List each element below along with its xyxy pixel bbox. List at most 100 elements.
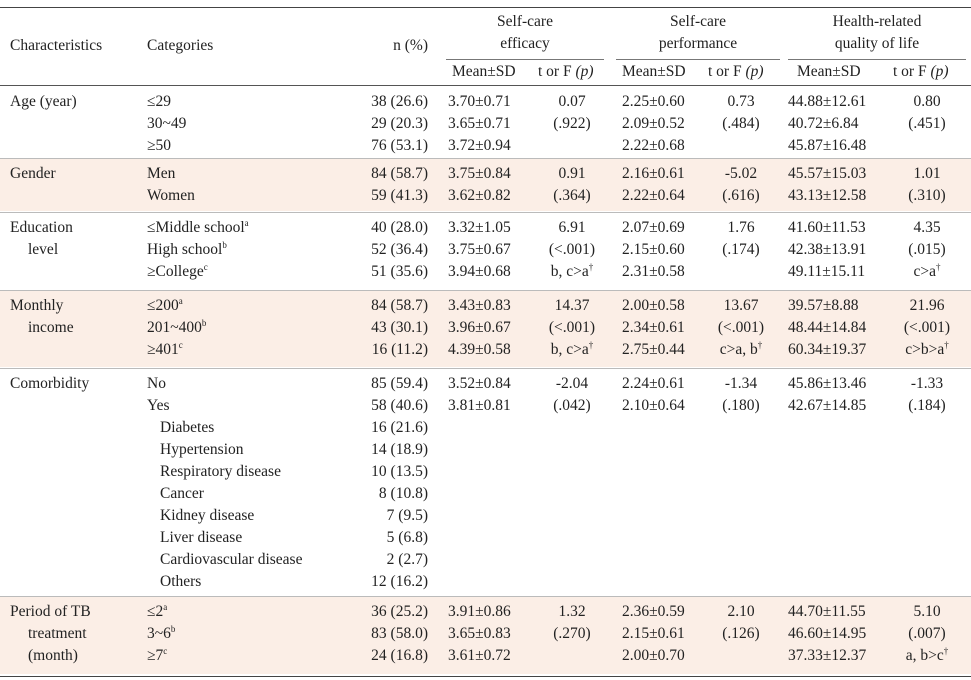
n-cell: 12 (16.2) bbox=[371, 573, 428, 590]
n-cell: 43 (30.1) bbox=[371, 319, 428, 336]
category-text: 30~49 bbox=[147, 115, 187, 132]
t-cell: (.180) bbox=[702, 395, 780, 417]
category-cell: Others bbox=[160, 571, 201, 593]
t-cell-text: (.174) bbox=[722, 241, 760, 258]
table-row: Cancer 8 (10.8) bbox=[0, 483, 971, 505]
t-cell-text: (.484) bbox=[722, 115, 760, 132]
category-cell: 3~6b bbox=[147, 623, 175, 645]
header-t-or-f-1: t or F (p) bbox=[538, 61, 594, 83]
n-cell: 14 (18.9) bbox=[371, 441, 428, 458]
t-cell: (.922) bbox=[536, 113, 608, 135]
category-text: ≤2 bbox=[147, 603, 164, 620]
mean-sd-cell-text: 2.00±0.70 bbox=[622, 647, 685, 664]
mean-sd-cell-text: 2.00±0.58 bbox=[622, 297, 685, 314]
mean-sd-cell: 44.70±11.55 bbox=[788, 601, 866, 623]
mean-sd-cell: 45.57±15.03 bbox=[788, 163, 866, 185]
t-cell: 0.91 bbox=[536, 163, 608, 185]
category-text: Men bbox=[147, 165, 176, 182]
mean-sd-cell: 60.34±19.37 bbox=[788, 339, 866, 361]
n-cell: 58 (40.6) bbox=[371, 397, 428, 414]
section-label: Monthly bbox=[10, 297, 64, 314]
table-row: High schoolb 52 (36.4) 3.75±0.67 (<.001) 2.1… bbox=[0, 239, 971, 261]
mean-sd-cell: 2.34±0.61 bbox=[622, 317, 685, 339]
t-cell-text: (.616) bbox=[722, 187, 760, 204]
mean-sd-cell-text: 45.87±16.48 bbox=[788, 137, 867, 154]
t-cell-text: (.270) bbox=[553, 625, 591, 642]
t-cell: 6.91 bbox=[536, 217, 608, 239]
mean-sd-cell: 39.57±8.88 bbox=[788, 295, 859, 317]
t-cell-text: 14.37 bbox=[554, 297, 590, 314]
category-cell: Kidney disease bbox=[160, 505, 254, 527]
t-cell: -2.04 bbox=[536, 373, 608, 395]
n-cell: 59 (41.3) bbox=[371, 187, 428, 204]
t-cell: (.270) bbox=[536, 623, 608, 645]
mean-sd-cell-text: 3.75±0.84 bbox=[448, 165, 511, 182]
t-cell-text: (.007) bbox=[908, 625, 946, 642]
t-cell: (<.001) bbox=[702, 317, 780, 339]
category-text: Hypertension bbox=[160, 441, 244, 458]
category-text: 3~6 bbox=[147, 625, 171, 642]
t-cell: (.174) bbox=[702, 239, 780, 261]
mean-sd-cell-text: 3.75±0.67 bbox=[448, 241, 511, 258]
header-self-care-efficacy-1: Self-care bbox=[497, 13, 553, 30]
mean-sd-cell: 2.75±0.44 bbox=[622, 339, 685, 361]
mean-sd-cell-text: 48.44±14.84 bbox=[788, 319, 867, 336]
mean-sd-cell: 45.86±13.46 bbox=[788, 373, 866, 395]
mean-sd-cell: 3.52±0.84 bbox=[448, 373, 511, 395]
mean-sd-cell: 45.87±16.48 bbox=[788, 135, 866, 157]
mean-sd-cell: 2.25±0.60 bbox=[622, 91, 685, 113]
t-cell: 1.01 bbox=[885, 163, 969, 185]
header-self-care-performance-1: Self-care bbox=[670, 13, 726, 30]
superscript: b bbox=[170, 623, 176, 634]
category-cell: Yes bbox=[147, 395, 170, 417]
n-cell: 83 (58.0) bbox=[371, 625, 428, 642]
t-cell-text: a, b>c bbox=[905, 647, 944, 664]
mean-sd-cell: 43.13±12.58 bbox=[788, 185, 866, 207]
superscript: a bbox=[244, 217, 249, 228]
category-cell: Women bbox=[147, 185, 195, 207]
table-row: Women 59 (41.3) 3.62±0.82 (.364) 2.22±0.64 (.… bbox=[0, 185, 971, 207]
n-cell: 76 (53.1) bbox=[371, 137, 428, 154]
header-t-or-f-2: t or F (p) bbox=[708, 61, 764, 83]
t-cell: 0.73 bbox=[702, 91, 780, 113]
t-cell: 0.80 bbox=[885, 91, 969, 113]
section-divider bbox=[0, 596, 971, 597]
mean-sd-cell-text: 2.09±0.52 bbox=[622, 115, 685, 132]
mean-sd-cell-text: 2.16±0.61 bbox=[622, 165, 685, 182]
t-cell-text: c>b>a bbox=[905, 341, 945, 358]
section-divider bbox=[0, 368, 971, 369]
table-row: 30~49 29 (20.3) 3.65±0.71 (.922) 2.09±0.52 (.… bbox=[0, 113, 971, 135]
dagger-mark: † bbox=[943, 645, 949, 656]
t-cell: (.310) bbox=[885, 185, 969, 207]
t-cell: (.184) bbox=[885, 395, 969, 417]
section-label: Comorbidity bbox=[10, 375, 90, 392]
t-cell: (<.001) bbox=[536, 317, 608, 339]
mean-sd-cell: 2.00±0.58 bbox=[622, 295, 685, 317]
mean-sd-cell-text: 42.67±14.85 bbox=[788, 397, 867, 414]
n-cell: 16 (11.2) bbox=[371, 341, 428, 358]
n-cell: 7 (9.5) bbox=[386, 507, 428, 524]
n-cell: 84 (58.7) bbox=[371, 165, 428, 182]
mean-sd-cell-text: 2.07±0.69 bbox=[622, 219, 685, 236]
mean-sd-cell-text: 3.65±0.71 bbox=[448, 115, 511, 132]
row-band bbox=[0, 291, 971, 367]
table-row: Kidney disease 7 (9.5) bbox=[0, 505, 971, 527]
t-cell: 0.07 bbox=[536, 91, 608, 113]
mean-sd-cell: 42.38±13.91 bbox=[788, 239, 866, 261]
t-cell-text: c>a, b bbox=[719, 341, 758, 358]
t-cell: 5.10 bbox=[885, 601, 969, 623]
mean-sd-cell: 3.94±0.68 bbox=[448, 261, 511, 283]
table-row: ≤29 38 (26.6) 3.70±0.71 0.07 2.25±0.60 0.73 44… bbox=[0, 91, 971, 113]
t-cell-text: (<.001) bbox=[903, 319, 951, 336]
t-cell-text: (.042) bbox=[553, 397, 591, 414]
t-cell: (.126) bbox=[702, 623, 780, 645]
p-text: (p) bbox=[930, 63, 949, 80]
t-cell-text: 21.96 bbox=[909, 297, 945, 314]
t-cell-text: 6.91 bbox=[558, 219, 586, 236]
t-cell-text: c>a bbox=[913, 263, 936, 280]
mean-sd-cell-text: 37.33±12.37 bbox=[788, 647, 867, 664]
mean-sd-cell-text: 3.32±1.05 bbox=[448, 219, 511, 236]
mean-sd-cell: 3.43±0.83 bbox=[448, 295, 511, 317]
t-cell: -1.34 bbox=[702, 373, 780, 395]
